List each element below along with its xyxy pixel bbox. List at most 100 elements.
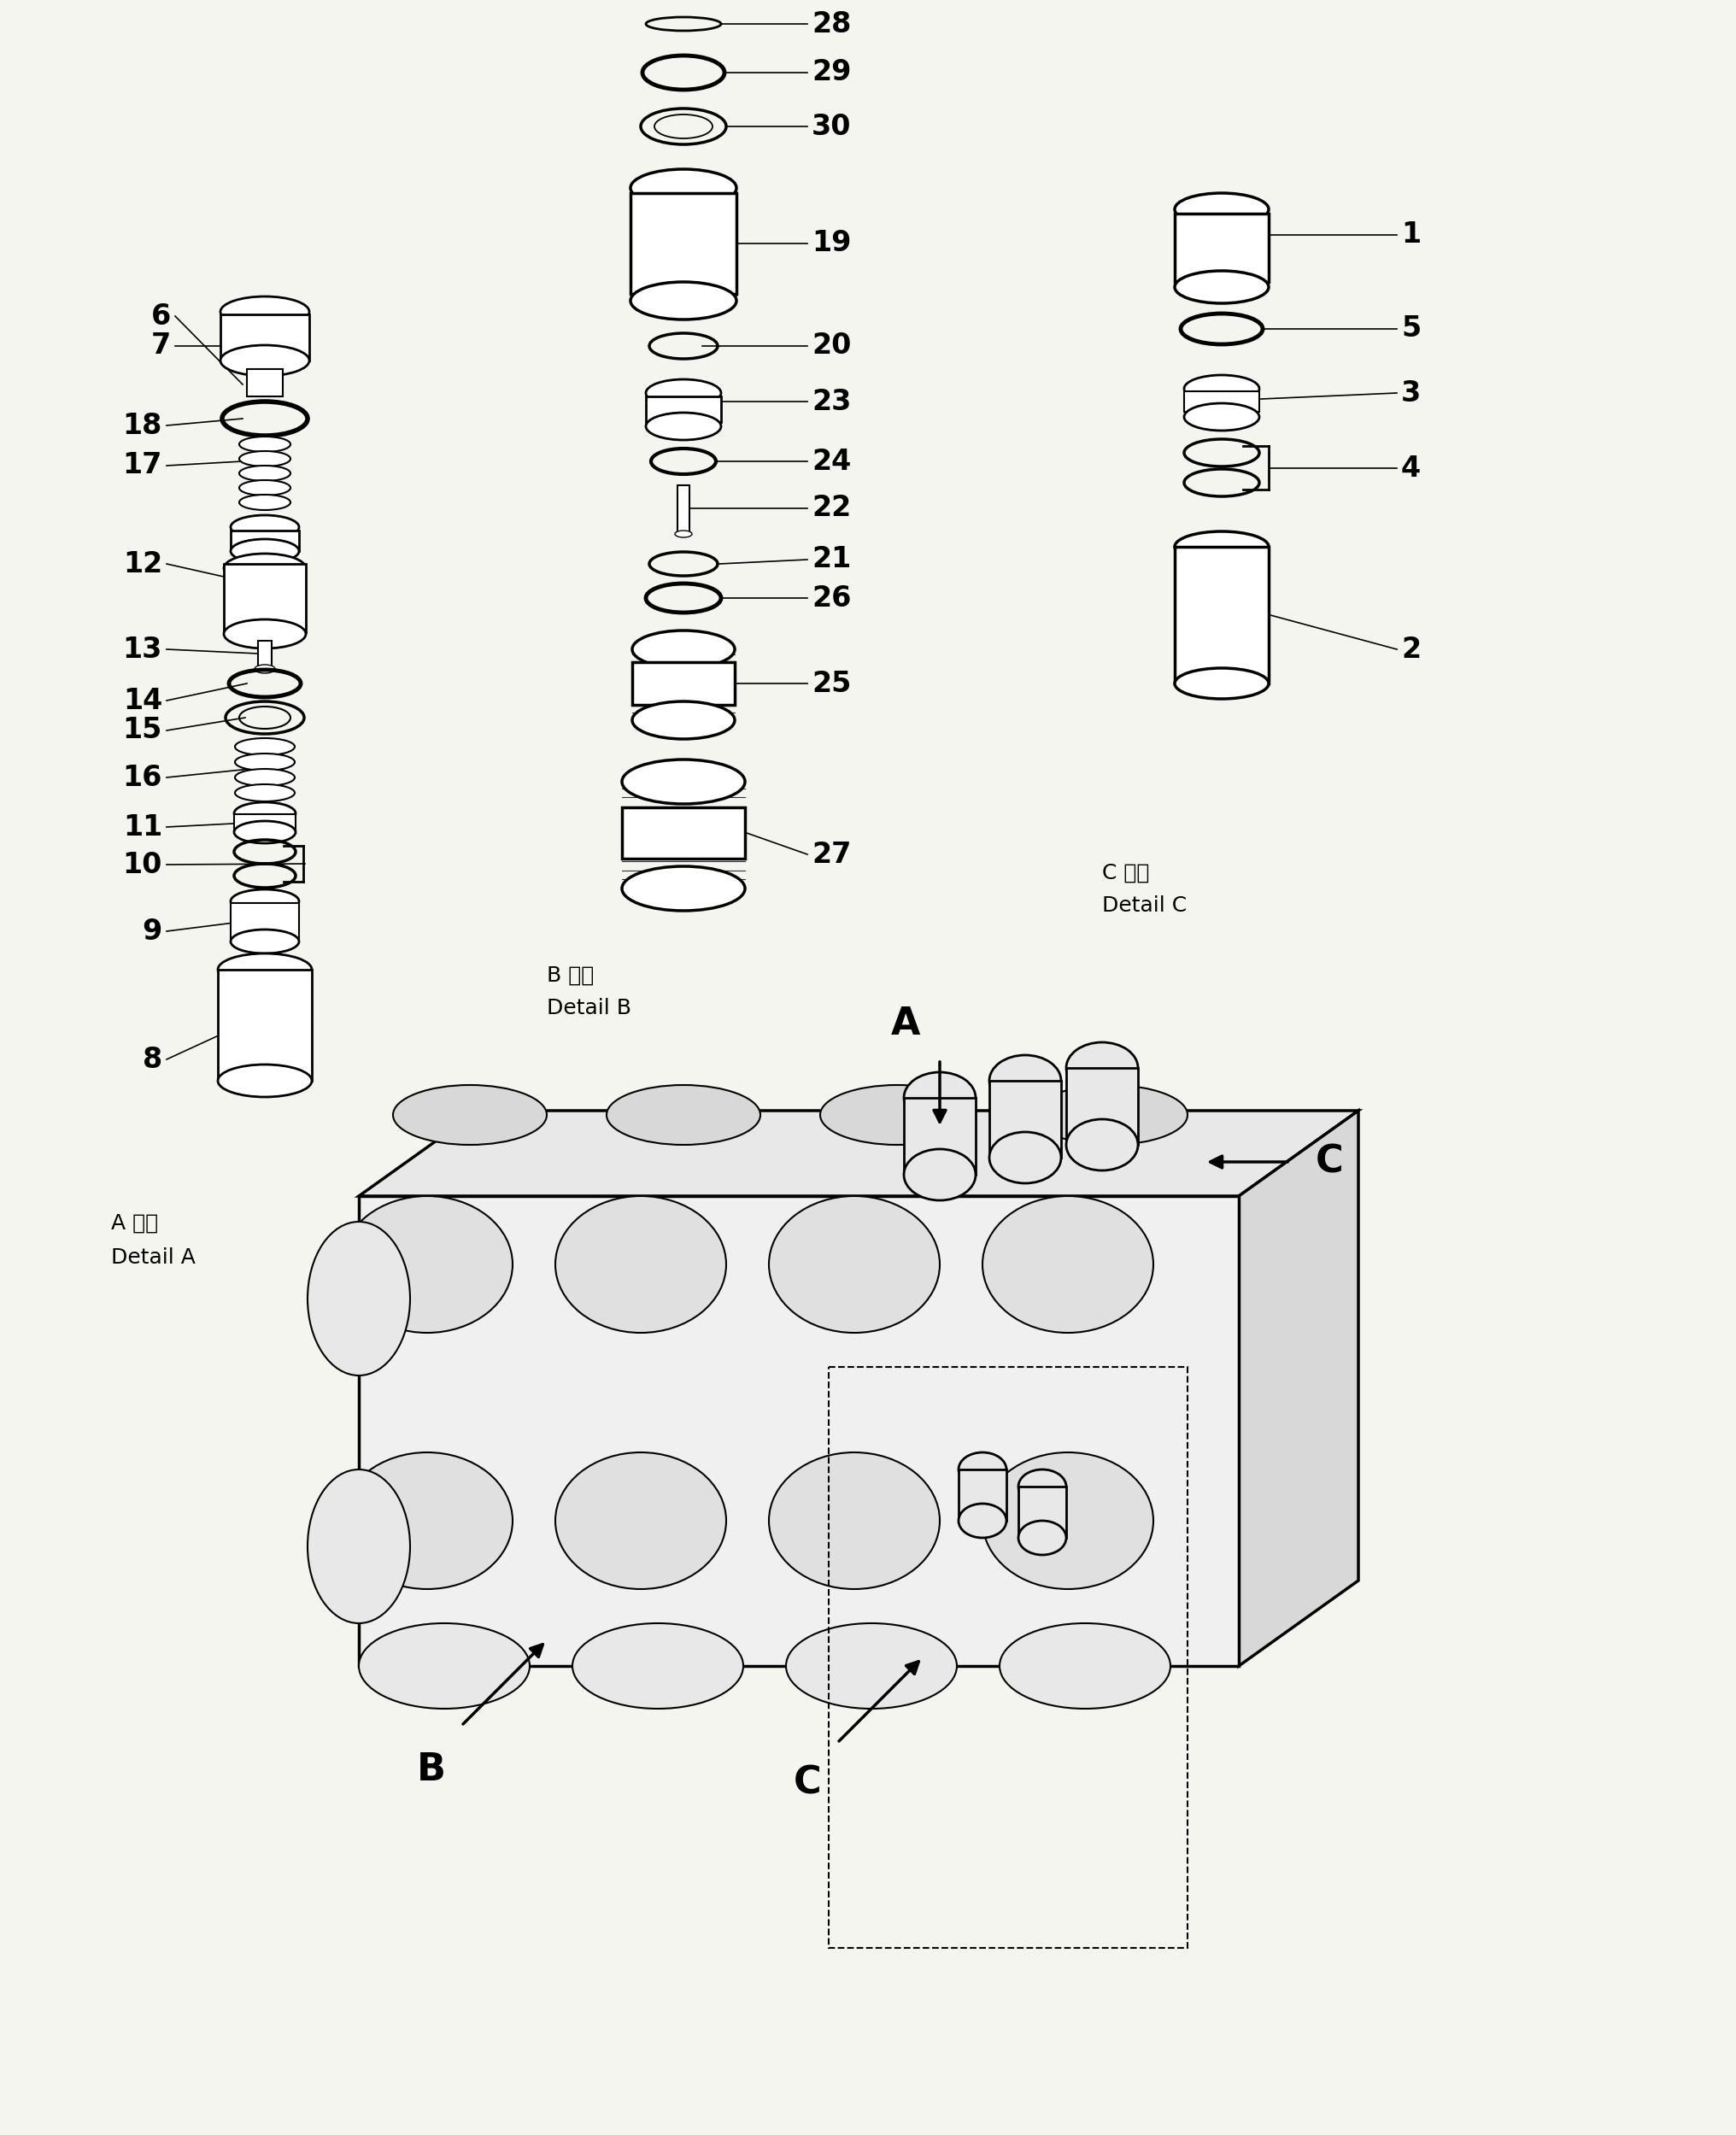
Text: 7: 7 bbox=[151, 331, 170, 361]
Text: 28: 28 bbox=[812, 11, 851, 38]
Text: A 詳細: A 詳細 bbox=[111, 1213, 158, 1234]
Text: 4: 4 bbox=[1401, 455, 1420, 483]
Polygon shape bbox=[359, 1110, 1358, 1196]
Ellipse shape bbox=[307, 1469, 410, 1623]
Ellipse shape bbox=[217, 954, 312, 986]
Ellipse shape bbox=[392, 1085, 547, 1144]
Ellipse shape bbox=[1019, 1469, 1066, 1503]
Bar bbox=[259, 640, 271, 666]
Ellipse shape bbox=[606, 1085, 760, 1144]
Text: 29: 29 bbox=[812, 58, 851, 88]
Ellipse shape bbox=[234, 769, 295, 786]
Text: 22: 22 bbox=[812, 493, 851, 523]
Ellipse shape bbox=[1184, 376, 1259, 401]
Text: 30: 30 bbox=[812, 113, 851, 141]
Ellipse shape bbox=[573, 1623, 743, 1708]
Bar bbox=[217, 969, 312, 1080]
Text: C: C bbox=[793, 1764, 821, 1802]
Ellipse shape bbox=[234, 754, 295, 771]
Bar bbox=[1175, 214, 1269, 282]
Ellipse shape bbox=[234, 784, 295, 801]
Ellipse shape bbox=[983, 1196, 1153, 1332]
Bar bbox=[1066, 1068, 1139, 1144]
Ellipse shape bbox=[1175, 271, 1269, 303]
Ellipse shape bbox=[632, 702, 734, 739]
Bar bbox=[231, 529, 299, 551]
Text: 10: 10 bbox=[123, 850, 163, 880]
Bar bbox=[646, 397, 720, 423]
Ellipse shape bbox=[630, 282, 736, 320]
Bar bbox=[224, 564, 306, 632]
Text: 14: 14 bbox=[123, 687, 163, 715]
Bar bbox=[828, 1366, 1187, 1947]
Ellipse shape bbox=[786, 1623, 957, 1708]
Text: 24: 24 bbox=[812, 446, 851, 476]
Ellipse shape bbox=[675, 529, 693, 538]
Text: Detail A: Detail A bbox=[111, 1247, 196, 1268]
Bar bbox=[247, 369, 283, 397]
Polygon shape bbox=[1240, 1110, 1358, 1665]
Bar bbox=[990, 1080, 1061, 1157]
Ellipse shape bbox=[224, 619, 306, 649]
Text: Detail C: Detail C bbox=[1102, 895, 1187, 916]
Text: 12: 12 bbox=[123, 551, 163, 579]
Ellipse shape bbox=[359, 1623, 529, 1708]
Bar bbox=[1175, 547, 1269, 683]
Text: 21: 21 bbox=[812, 547, 851, 574]
Ellipse shape bbox=[1175, 668, 1269, 698]
Ellipse shape bbox=[983, 1452, 1153, 1588]
Text: C: C bbox=[1316, 1144, 1344, 1181]
Ellipse shape bbox=[224, 553, 306, 583]
Ellipse shape bbox=[632, 630, 734, 668]
Ellipse shape bbox=[1033, 1085, 1187, 1144]
Text: B 詳細: B 詳細 bbox=[547, 965, 594, 986]
Ellipse shape bbox=[240, 436, 290, 453]
Text: 23: 23 bbox=[812, 386, 851, 416]
Text: 8: 8 bbox=[142, 1046, 163, 1074]
Ellipse shape bbox=[904, 1149, 976, 1200]
Ellipse shape bbox=[646, 412, 720, 440]
Ellipse shape bbox=[240, 480, 290, 495]
Ellipse shape bbox=[240, 465, 290, 480]
Ellipse shape bbox=[234, 739, 295, 756]
Text: 13: 13 bbox=[123, 636, 163, 664]
Text: 26: 26 bbox=[812, 585, 851, 613]
Ellipse shape bbox=[904, 1072, 976, 1123]
Text: C 詳細: C 詳細 bbox=[1102, 863, 1149, 884]
Ellipse shape bbox=[1066, 1042, 1139, 1093]
Bar bbox=[958, 1469, 1007, 1520]
Ellipse shape bbox=[234, 803, 295, 824]
Bar bbox=[632, 662, 734, 705]
Ellipse shape bbox=[231, 929, 299, 954]
Ellipse shape bbox=[621, 760, 745, 805]
Bar bbox=[630, 192, 736, 295]
Text: 19: 19 bbox=[812, 228, 851, 258]
Text: 1: 1 bbox=[1401, 220, 1420, 250]
Ellipse shape bbox=[819, 1085, 974, 1144]
Text: 18: 18 bbox=[123, 412, 163, 440]
Bar bbox=[220, 314, 309, 361]
Ellipse shape bbox=[1000, 1623, 1170, 1708]
Text: 6: 6 bbox=[151, 301, 170, 331]
Ellipse shape bbox=[556, 1196, 726, 1332]
Ellipse shape bbox=[990, 1132, 1061, 1183]
Text: 27: 27 bbox=[812, 841, 851, 869]
Text: 15: 15 bbox=[123, 717, 163, 745]
Bar bbox=[677, 485, 689, 532]
Bar bbox=[621, 807, 745, 858]
Bar bbox=[904, 1097, 976, 1174]
Text: A: A bbox=[891, 1006, 920, 1042]
Ellipse shape bbox=[1175, 192, 1269, 226]
Ellipse shape bbox=[220, 297, 309, 327]
Text: B: B bbox=[417, 1751, 446, 1789]
Text: 3: 3 bbox=[1401, 378, 1422, 408]
Ellipse shape bbox=[255, 664, 274, 673]
Text: 9: 9 bbox=[142, 918, 163, 946]
Polygon shape bbox=[359, 1196, 1240, 1665]
Bar bbox=[231, 903, 299, 939]
Text: 25: 25 bbox=[812, 670, 851, 698]
Ellipse shape bbox=[958, 1503, 1007, 1537]
Text: 11: 11 bbox=[123, 813, 163, 841]
Ellipse shape bbox=[234, 822, 295, 843]
Ellipse shape bbox=[220, 346, 309, 376]
